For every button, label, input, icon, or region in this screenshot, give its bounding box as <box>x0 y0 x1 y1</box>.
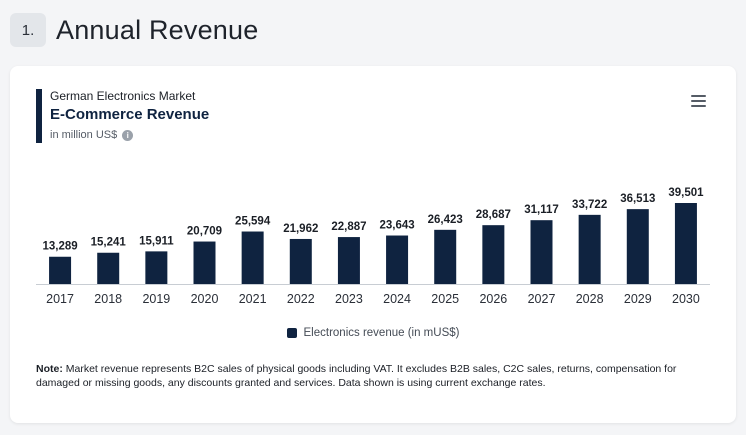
bar-2026[interactable] <box>482 225 505 284</box>
footnote: Note: Market revenue represents B2C sale… <box>36 362 716 390</box>
x-tick-2022: 2022 <box>287 292 315 306</box>
bar-chart: 13,289 2017 15,241 2018 15,911 2019 20,709 2020… <box>36 187 710 306</box>
bar-2018[interactable] <box>97 252 120 284</box>
data-label-2018: 15,241 <box>91 237 127 249</box>
bar-2030[interactable] <box>674 203 697 284</box>
bar-2017[interactable] <box>49 256 72 284</box>
x-tick-2028: 2028 <box>576 292 604 306</box>
bar-2028[interactable] <box>578 214 601 284</box>
x-tick-2020: 2020 <box>191 292 219 306</box>
title-accent-bar <box>36 89 42 143</box>
x-tick-2023: 2023 <box>335 292 363 306</box>
data-label-2017: 13,289 <box>42 241 77 253</box>
data-label-2019: 15,911 <box>139 235 174 247</box>
note-label: Note: <box>36 363 63 375</box>
data-label-2025: 26,423 <box>428 214 463 226</box>
data-label-2020: 20,709 <box>187 226 222 238</box>
data-label-2030: 39,501 <box>668 187 704 199</box>
section-title: Annual Revenue <box>56 14 259 45</box>
data-label-2021: 25,594 <box>235 216 271 228</box>
bar-2019[interactable] <box>145 251 168 284</box>
x-tick-2030: 2030 <box>672 292 700 306</box>
x-tick-2019: 2019 <box>142 292 170 306</box>
x-tick-2027: 2027 <box>528 292 556 306</box>
x-tick-2025: 2025 <box>431 292 459 306</box>
x-tick-2024: 2024 <box>383 292 411 306</box>
market-label: German Electronics Market <box>50 89 196 103</box>
legend-swatch <box>286 328 297 338</box>
data-label-2029: 36,513 <box>620 193 655 205</box>
x-tick-2029: 2029 <box>624 292 652 306</box>
chart-card: German Electronics Market E-Commerce Rev… <box>10 66 736 423</box>
menu-icon[interactable] <box>691 95 706 107</box>
data-label-2024: 23,643 <box>379 220 414 232</box>
x-tick-2026: 2026 <box>479 292 507 306</box>
data-label-2027: 31,117 <box>524 204 559 216</box>
chart-title: E-Commerce Revenue <box>50 106 210 123</box>
bar-2024[interactable] <box>386 235 409 284</box>
note-text: Market revenue represents B2C sales of p… <box>36 363 677 389</box>
bar-2025[interactable] <box>434 229 457 284</box>
data-label-2023: 22,887 <box>331 221 366 233</box>
section-header: 1. Annual Revenue <box>10 12 258 48</box>
legend-label: Electronics revenue (in mUS$) <box>303 327 460 339</box>
data-label-2028: 33,722 <box>572 199 607 211</box>
section-number: 1. <box>10 13 46 47</box>
bar-2021[interactable] <box>241 231 264 284</box>
bar-2022[interactable] <box>289 238 312 284</box>
unit-row: in million US$ i <box>50 129 134 141</box>
info-icon[interactable]: i <box>122 129 134 141</box>
legend[interactable]: Electronics revenue (in mUS$) <box>10 327 736 339</box>
bar-2027[interactable] <box>530 220 553 284</box>
bar-2023[interactable] <box>337 237 360 284</box>
unit-label: in million US$ <box>50 129 118 141</box>
x-tick-2018: 2018 <box>94 292 122 306</box>
data-label-2022: 21,962 <box>283 223 318 235</box>
x-tick-2017: 2017 <box>46 292 74 306</box>
x-tick-2021: 2021 <box>239 292 267 306</box>
bar-2020[interactable] <box>193 241 216 284</box>
data-label-2026: 28,687 <box>476 209 511 221</box>
bar-2029[interactable] <box>626 209 649 284</box>
